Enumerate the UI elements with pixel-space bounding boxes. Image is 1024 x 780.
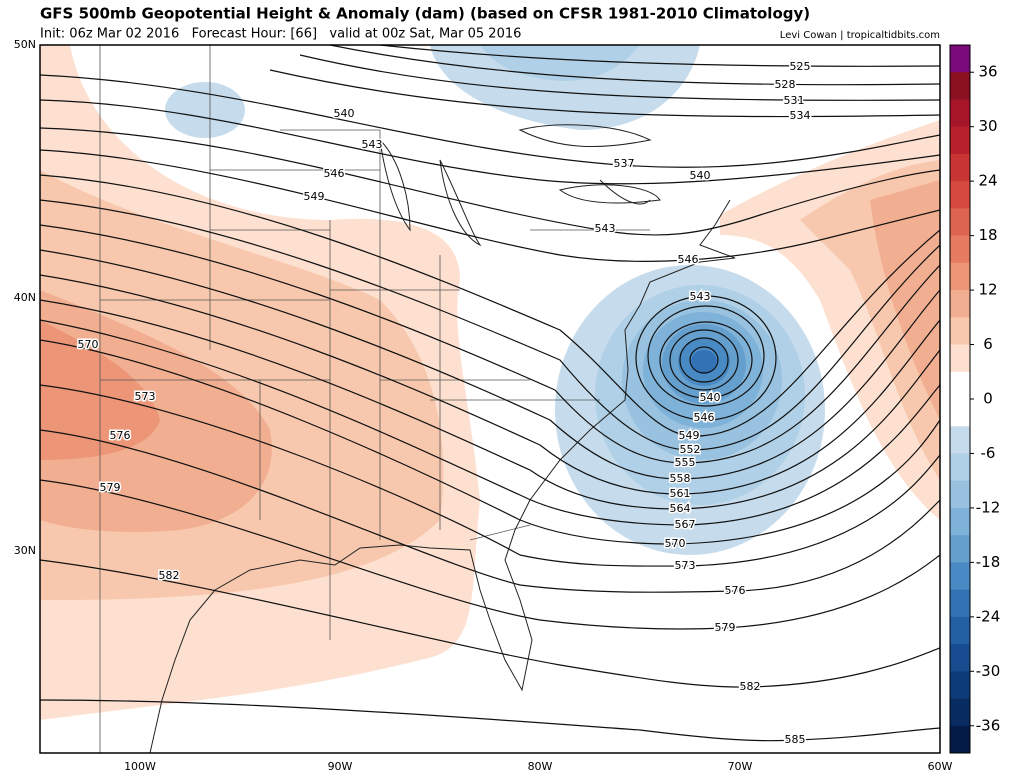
contour-label: 579	[100, 481, 121, 494]
title: GFS 500mb Geopotential Height & Anomaly …	[40, 5, 810, 23]
axes: 50N 40N 30N 100W 90W 80W 70W 60W	[14, 38, 953, 773]
contour-label: 546	[324, 167, 345, 180]
colorbar-label: 6	[983, 335, 993, 353]
colorbar-label: -24	[976, 607, 1001, 625]
contour-label: 582	[740, 680, 761, 693]
colorbar-band	[950, 99, 970, 128]
colorbar: 36 30 24 18 12 6 0 -6 -12 -18 -24 -30 -36	[949, 44, 1001, 754]
run-info: Init: 06z Mar 02 2016 Forecast Hour: [66…	[40, 27, 521, 42]
colorbar-band	[950, 535, 970, 563]
contour-label: 543	[595, 222, 616, 235]
contour-label: 528	[775, 78, 796, 91]
contour-label: 573	[135, 390, 156, 403]
lon-label: 90W	[328, 760, 353, 773]
contour-label: 570	[665, 537, 686, 550]
colorbar-band	[950, 399, 970, 427]
colorbar-label: 36	[978, 63, 997, 81]
contour-label: 579	[715, 621, 736, 634]
colorbar-band	[950, 371, 970, 400]
colorbar-label: 12	[978, 281, 997, 299]
contour-label: 564	[670, 502, 691, 515]
colorbar-label: 24	[978, 172, 997, 190]
colorbar-band	[950, 235, 970, 264]
colorbar-band	[950, 344, 970, 373]
lat-label: 30N	[14, 544, 36, 557]
contour-label: 540	[700, 391, 721, 404]
colorbar-band	[950, 181, 970, 209]
lon-label: 70W	[728, 760, 753, 773]
colorbar-label: -18	[976, 553, 1001, 571]
contour-label: 540	[334, 107, 355, 120]
colorbar-band	[950, 153, 970, 182]
contour-label: 543	[362, 138, 383, 151]
colorbar-band	[950, 480, 970, 509]
contour-label: 549	[304, 190, 325, 203]
contour-label: 573	[675, 559, 696, 572]
colorbar-label: 30	[978, 117, 997, 135]
contour-label: 582	[159, 569, 180, 582]
colorbar-band	[950, 589, 970, 618]
contour-label: 576	[110, 429, 131, 442]
contour-label: 534	[790, 109, 811, 122]
contour-label: 525	[790, 60, 811, 73]
colorbar-band	[950, 698, 970, 727]
colorbar-band	[950, 317, 970, 346]
contour-label: 567	[675, 518, 696, 531]
credit: Levi Cowan | tropicaltidbits.com	[780, 30, 940, 41]
colorbar-label: -30	[976, 662, 1001, 680]
colorbar-label: -36	[976, 716, 1001, 734]
colorbar-band	[950, 616, 970, 645]
colorbar-band	[950, 72, 970, 100]
contour-label: 537	[614, 157, 635, 170]
colorbar-label: -12	[976, 498, 1001, 516]
contour-label: 543	[690, 290, 711, 303]
map: 525 528 531 534 537 540 540 543 543 546 546 549 543 5…	[39, 44, 941, 754]
colorbar-band	[950, 45, 970, 73]
colorbar-label: 18	[978, 226, 997, 244]
contour-label: 576	[725, 584, 746, 597]
contour-label: 540	[690, 169, 711, 182]
colorbar-band	[950, 725, 970, 754]
colorbar-band	[950, 262, 970, 291]
lat-label: 40N	[14, 291, 36, 304]
lon-label: 80W	[528, 760, 553, 773]
lon-label: 100W	[124, 760, 156, 773]
colorbar-band	[950, 208, 970, 237]
colorbar-band	[950, 426, 970, 454]
contour-label: 585	[785, 733, 806, 746]
colorbar-label: -6	[981, 444, 996, 462]
contour-label: 555	[675, 456, 696, 469]
contour-label: 546	[694, 411, 715, 424]
contour-label: 549	[679, 429, 700, 442]
contour-label: 552	[680, 443, 701, 456]
colorbar-label: 0	[983, 390, 993, 408]
lon-label: 60W	[928, 760, 953, 773]
colorbar-band	[950, 126, 970, 155]
colorbar-band	[950, 507, 970, 536]
contour-label: 531	[784, 94, 805, 107]
contour-label: 546	[678, 253, 699, 266]
colorbar-band	[950, 453, 970, 482]
colorbar-band	[950, 644, 970, 672]
contour-label: 558	[670, 472, 691, 485]
colorbar-band	[950, 671, 970, 700]
contour-label: 561	[670, 487, 691, 500]
colorbar-band	[950, 290, 970, 318]
contour-label: 570	[78, 338, 99, 351]
lat-label: 50N	[14, 38, 36, 51]
colorbar-band	[950, 562, 970, 591]
